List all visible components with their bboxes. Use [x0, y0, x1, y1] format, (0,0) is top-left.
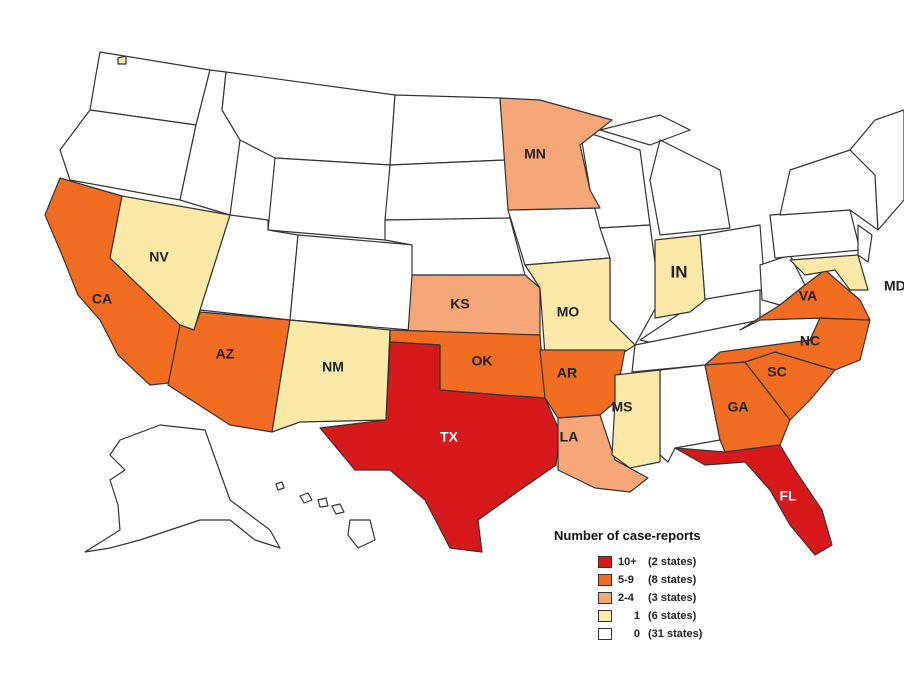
legend-items: 10+ (2 states) 5-9 (8 states) 2-4 (3 states) 1…	[554, 553, 754, 643]
legend-title: Number of case-reports	[554, 528, 701, 543]
state-nd	[389, 94, 506, 166]
label-mn: MN	[524, 146, 546, 162]
legend-swatch	[598, 628, 612, 640]
island-small	[117, 55, 127, 65]
state-ak	[84, 424, 281, 553]
legend-item: 2-4 (3 states)	[554, 589, 754, 607]
legend-swatch	[598, 592, 612, 604]
state-mi	[599, 114, 731, 236]
state-nc	[704, 317, 871, 371]
state-in	[654, 234, 706, 319]
legend: Number of case-reports 10+ (2 states) 5-9 (…	[554, 528, 754, 643]
label-az: AZ	[216, 346, 235, 362]
legend-item: 5-9 (8 states)	[554, 571, 754, 589]
state-az	[167, 311, 291, 433]
legend-count: (3 states)	[648, 592, 697, 604]
state-ks	[407, 274, 541, 336]
state-nj	[857, 224, 873, 263]
label-ks: KS	[450, 296, 469, 312]
label-nc: NC	[800, 333, 820, 349]
state-md	[789, 254, 869, 291]
label-ca: CA	[92, 291, 112, 307]
label-md: MD	[884, 278, 904, 294]
legend-count: (31 states)	[648, 628, 703, 640]
state-or	[59, 109, 197, 201]
legend-swatch	[598, 556, 612, 568]
label-ga: GA	[728, 399, 749, 415]
zero-states	[59, 51, 904, 553]
legend-swatch	[598, 610, 612, 622]
legend-count: (6 states)	[648, 610, 697, 622]
label-in: IN	[671, 262, 688, 281]
state-wy	[267, 157, 391, 241]
legend-item: 10+ (2 states)	[554, 553, 754, 571]
state-pa	[769, 209, 861, 259]
label-nm: NM	[322, 359, 344, 375]
state-mo	[524, 257, 636, 356]
state-la	[557, 414, 649, 493]
state-mt	[221, 71, 396, 166]
label-la: LA	[560, 429, 579, 445]
legend-item: 1 (6 states)	[554, 607, 754, 625]
state-ms	[611, 369, 661, 469]
label-nv: NV	[149, 249, 169, 265]
state-new-england	[849, 109, 904, 231]
label-ok: OK	[472, 353, 493, 369]
state-fl	[674, 444, 833, 556]
legend-count: (8 states)	[648, 574, 697, 586]
state-tx	[319, 341, 561, 553]
legend-item: 0 (31 states)	[554, 625, 754, 643]
state-va	[739, 269, 871, 331]
label-va: VA	[799, 288, 817, 304]
state-mn	[499, 97, 613, 211]
legend-range: 0	[633, 628, 640, 640]
legend-swatch	[598, 574, 612, 586]
label-sc: SC	[767, 364, 786, 380]
legend-range: 2-4	[618, 592, 634, 604]
legend-range: 10+	[618, 556, 637, 568]
state-sd	[384, 159, 511, 221]
label-mo: MO	[557, 304, 580, 320]
state-nm	[271, 319, 391, 433]
legend-range: 1	[633, 610, 640, 622]
state-oh	[699, 224, 766, 301]
state-co	[289, 234, 416, 331]
label-tx: TX	[440, 429, 459, 445]
label-ar: AR	[557, 365, 577, 381]
hawaii-islands	[275, 481, 376, 549]
label-ms: MS	[612, 399, 633, 415]
label-fl: FL	[779, 488, 797, 504]
legend-count: (2 states)	[648, 556, 697, 568]
legend-range: 5-9	[618, 574, 634, 586]
state-ia	[507, 207, 611, 266]
